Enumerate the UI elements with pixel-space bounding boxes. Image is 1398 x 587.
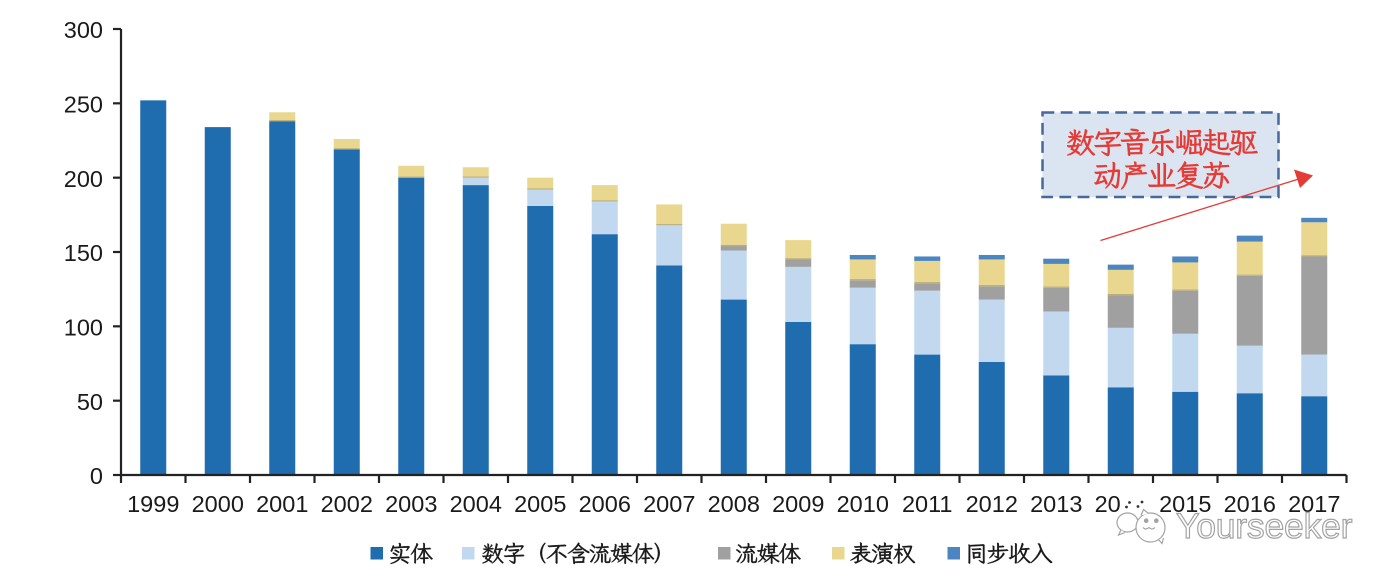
svg-text:1999: 1999 — [127, 491, 179, 517]
svg-text:2009: 2009 — [772, 491, 824, 517]
svg-text:50: 50 — [77, 389, 103, 415]
svg-text:300: 300 — [64, 17, 103, 43]
svg-text:2002: 2002 — [321, 491, 373, 517]
svg-text:2008: 2008 — [708, 491, 760, 517]
svg-text:2015: 2015 — [1159, 491, 1211, 517]
svg-text:2005: 2005 — [514, 491, 566, 517]
svg-text:150: 150 — [64, 240, 103, 266]
svg-text:2007: 2007 — [643, 491, 695, 517]
svg-text:2003: 2003 — [385, 491, 437, 517]
svg-text:2012: 2012 — [966, 491, 1018, 517]
svg-text:2013: 2013 — [1030, 491, 1082, 517]
svg-text:2010: 2010 — [837, 491, 889, 517]
svg-text:250: 250 — [64, 92, 103, 118]
svg-text:2016: 2016 — [1224, 491, 1276, 517]
svg-text:2006: 2006 — [579, 491, 631, 517]
svg-text:0: 0 — [90, 463, 103, 489]
svg-text:2000: 2000 — [192, 491, 244, 517]
svg-text:2017: 2017 — [1288, 491, 1340, 517]
svg-text:100: 100 — [64, 315, 103, 341]
svg-text:2004: 2004 — [450, 491, 502, 517]
svg-text:2011: 2011 — [902, 491, 953, 517]
svg-text:2001: 2001 — [256, 491, 308, 517]
svg-text:200: 200 — [64, 166, 103, 192]
svg-text:Yourseeker: Yourseeker — [1176, 506, 1353, 546]
